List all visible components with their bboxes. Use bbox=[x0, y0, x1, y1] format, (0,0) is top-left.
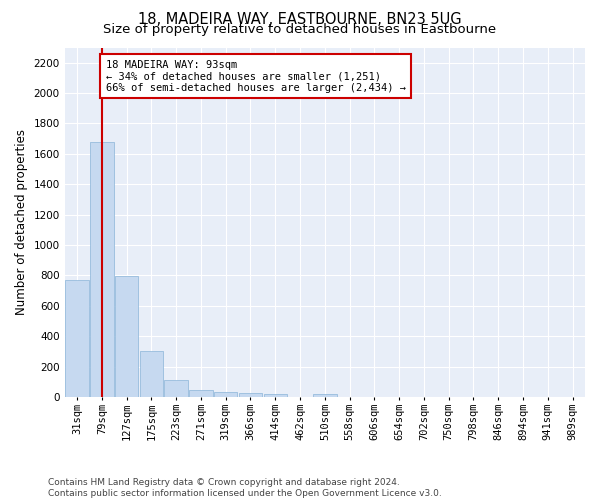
Bar bbox=[263, 394, 287, 397]
Bar bbox=[214, 392, 238, 397]
Text: 18, MADEIRA WAY, EASTBOURNE, BN23 5UG: 18, MADEIRA WAY, EASTBOURNE, BN23 5UG bbox=[138, 12, 462, 28]
Bar bbox=[313, 394, 337, 397]
Bar bbox=[164, 380, 188, 397]
Bar bbox=[65, 280, 89, 397]
Text: 18 MADEIRA WAY: 93sqm
← 34% of detached houses are smaller (1,251)
66% of semi-d: 18 MADEIRA WAY: 93sqm ← 34% of detached … bbox=[106, 60, 406, 93]
Bar bbox=[115, 276, 139, 397]
Text: Size of property relative to detached houses in Eastbourne: Size of property relative to detached ho… bbox=[103, 22, 497, 36]
Bar bbox=[90, 142, 113, 397]
Bar bbox=[239, 393, 262, 397]
Bar bbox=[140, 352, 163, 397]
Bar bbox=[189, 390, 213, 397]
Y-axis label: Number of detached properties: Number of detached properties bbox=[15, 129, 28, 315]
Text: Contains HM Land Registry data © Crown copyright and database right 2024.
Contai: Contains HM Land Registry data © Crown c… bbox=[48, 478, 442, 498]
